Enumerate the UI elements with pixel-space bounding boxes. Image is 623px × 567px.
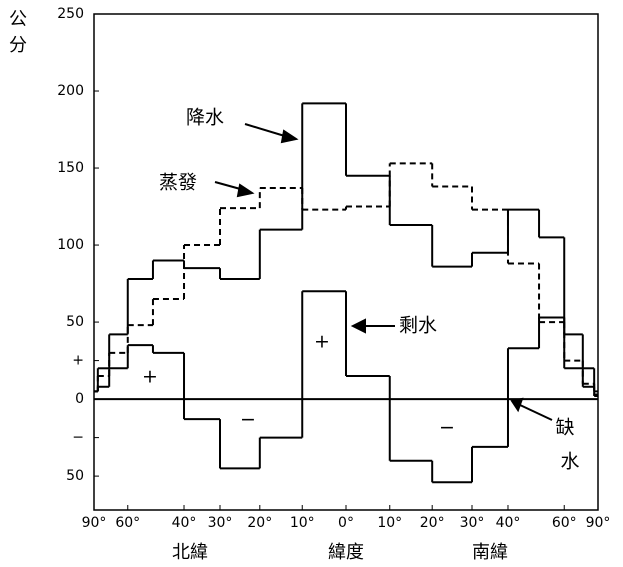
arrowhead	[510, 397, 524, 413]
arrows	[214, 123, 553, 421]
x-tick-label: 30°	[208, 515, 233, 531]
series-label: 蒸發	[159, 172, 197, 194]
annotation: −	[439, 417, 455, 439]
x-tick-label: 10°	[377, 515, 402, 531]
x-group-label: 北緯	[172, 542, 208, 563]
annotation: 水	[560, 451, 579, 473]
x-group-label: 緯度	[328, 542, 364, 563]
arrow	[244, 123, 289, 138]
annotation: 缺	[555, 417, 574, 439]
y-tick-label: 250	[57, 6, 84, 22]
series-label: 降水	[186, 107, 224, 129]
x-tick-label: 40°	[496, 515, 521, 531]
y-tick-label: 50	[66, 468, 84, 484]
annotation: +	[142, 366, 158, 388]
annotation: −	[240, 409, 256, 431]
y-tick-label: 50	[66, 314, 84, 330]
arrowhead	[236, 183, 255, 198]
x-tick-label: 10°	[290, 515, 315, 531]
series-label: 剩水	[399, 315, 437, 337]
y-tick-label: 200	[57, 83, 84, 99]
annotation: +	[314, 331, 330, 353]
x-tick-label: 90°	[586, 515, 611, 531]
x-tick-label: 40°	[172, 515, 197, 531]
y-tick-label: 150	[57, 160, 84, 176]
plot-frame	[93, 13, 599, 511]
y-tick-label: 100	[57, 237, 84, 253]
x-tick-label: 0°	[338, 515, 354, 531]
x-tick-label: 30°	[460, 515, 485, 531]
arrowhead	[280, 129, 299, 144]
y-axis-label: 分	[9, 35, 27, 56]
x-group-label: 南緯	[472, 542, 508, 563]
y-tick-label: −	[72, 430, 84, 446]
y-axis-label: 公	[9, 9, 27, 30]
arrowhead	[350, 318, 366, 334]
x-tick-label: 90°	[82, 515, 107, 531]
x-tick-label: 20°	[247, 515, 272, 531]
x-tick-label: 20°	[420, 515, 445, 531]
x-tick-label: 60°	[115, 515, 140, 531]
y-tick-label: 0	[75, 391, 84, 407]
arrow	[519, 404, 553, 421]
y-tick-label: +	[72, 353, 84, 369]
x-tick-label: 60°	[552, 515, 577, 531]
